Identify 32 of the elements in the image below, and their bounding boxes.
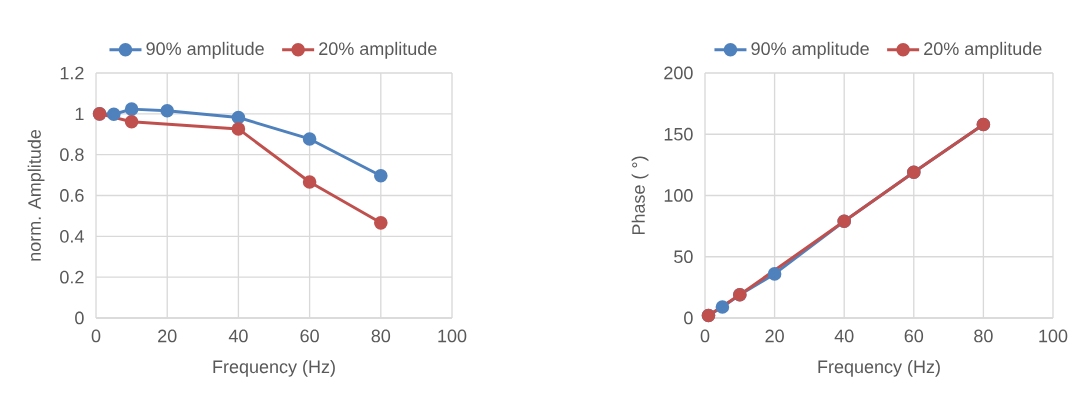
y-tick-label: 200 [664, 66, 693, 80]
x-tick-label: 40 [834, 329, 854, 343]
y-axis-title: norm. Amplitude [27, 129, 45, 261]
y-tick-label: 100 [664, 189, 693, 202]
x-tick-label: 60 [300, 329, 319, 343]
x-tick-label: 100 [438, 329, 467, 343]
x-tick-label: 0 [700, 329, 710, 343]
x-tick-label: 40 [228, 329, 248, 343]
x-tick-label: 60 [904, 329, 924, 343]
legend-label: 90% amplitude [146, 41, 264, 59]
y-tick-label: 1.2 [60, 66, 84, 80]
y-tick-label: 0.4 [60, 229, 84, 243]
y-tick-label: 0 [684, 311, 693, 325]
y-tick-label: 0.2 [60, 270, 84, 284]
legend-label: 20% amplitude [924, 41, 1042, 59]
y-tick-label: 0.8 [60, 148, 84, 162]
y-tick-label: 1 [75, 107, 84, 121]
x-tick-label: 20 [765, 329, 784, 343]
x-tick-label: 100 [1039, 329, 1068, 343]
legend-label: 90% amplitude [751, 41, 869, 59]
x-tick-label: 20 [158, 329, 177, 343]
x-axis-title: Frequency (Hz) [213, 359, 335, 377]
y-tick-label: 50 [674, 250, 693, 264]
legend-label: 20% amplitude [319, 41, 437, 59]
x-axis-title: Frequency (Hz) [818, 359, 940, 377]
y-axis-title: Phase ( °) [631, 156, 649, 235]
x-tick-label: 80 [371, 329, 391, 343]
x-tick-label: 80 [974, 329, 993, 343]
y-tick-label: 0 [75, 311, 84, 325]
y-tick-label: 0.6 [60, 189, 84, 202]
y-tick-label: 150 [664, 127, 693, 141]
x-tick-label: 0 [91, 329, 101, 343]
